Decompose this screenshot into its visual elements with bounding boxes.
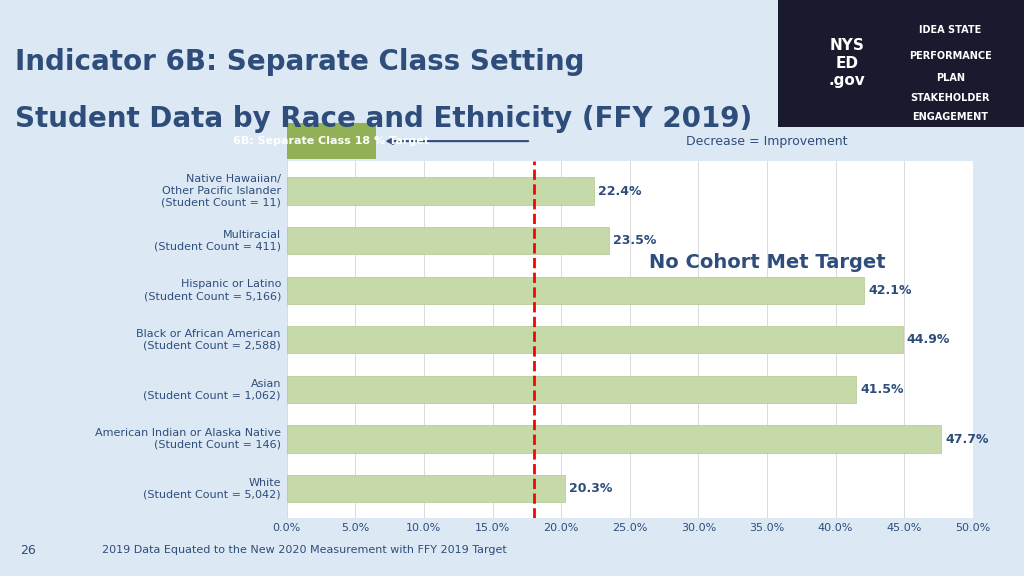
Text: Student Data by Race and Ethnicity (FFY 2019): Student Data by Race and Ethnicity (FFY … [15, 105, 753, 133]
Text: ENGAGEMENT: ENGAGEMENT [912, 112, 988, 122]
Text: 44.9%: 44.9% [907, 334, 950, 346]
Text: 26: 26 [20, 544, 36, 556]
Text: Native Hawaiian/
Other Pacific Islander
(Student Count = 11): Native Hawaiian/ Other Pacific Islander … [161, 175, 281, 207]
Text: NYS
ED
.gov: NYS ED .gov [828, 39, 865, 88]
Bar [287, 426, 941, 453]
Text: Multiracial
(Student Count = 411): Multiracial (Student Count = 411) [154, 230, 281, 252]
Text: Decrease = Improvement: Decrease = Improvement [686, 135, 848, 147]
Text: 22.4%: 22.4% [598, 184, 642, 198]
Text: Black or African American
(Student Count = 2,588): Black or African American (Student Count… [136, 329, 281, 351]
Text: PLAN: PLAN [936, 74, 965, 84]
Text: 41.5%: 41.5% [860, 383, 904, 396]
Bar [287, 177, 594, 204]
Bar [287, 475, 565, 502]
Text: Hispanic or Latino
(Student Count = 5,166): Hispanic or Latino (Student Count = 5,16… [143, 279, 281, 301]
Text: Asian
(Student Count = 1,062): Asian (Student Count = 1,062) [143, 378, 281, 400]
Text: 2019 Data Equated to the New 2020 Measurement with FFY 2019 Target: 2019 Data Equated to the New 2020 Measur… [102, 545, 507, 555]
Bar [287, 376, 856, 403]
Text: 23.5%: 23.5% [613, 234, 656, 247]
Text: 20.3%: 20.3% [569, 482, 612, 495]
Bar [287, 227, 609, 254]
Text: PERFORMANCE: PERFORMANCE [909, 51, 991, 60]
Text: No Cohort Met Target: No Cohort Met Target [648, 253, 886, 272]
Text: White
(Student Count = 5,042): White (Student Count = 5,042) [143, 478, 281, 499]
FancyBboxPatch shape [287, 123, 376, 160]
Text: 6B: Separate Class 18 % Target: 6B: Separate Class 18 % Target [233, 136, 429, 146]
Text: American Indian or Alaska Native
(Student Count = 146): American Indian or Alaska Native (Studen… [95, 428, 281, 450]
Bar [287, 326, 903, 354]
Text: 42.1%: 42.1% [868, 284, 912, 297]
Text: Indicator 6B: Separate Class Setting: Indicator 6B: Separate Class Setting [15, 48, 585, 76]
Bar [287, 276, 864, 304]
Text: 47.7%: 47.7% [945, 433, 989, 446]
Text: IDEA STATE: IDEA STATE [920, 25, 981, 35]
Text: STAKEHOLDER: STAKEHOLDER [910, 93, 990, 103]
